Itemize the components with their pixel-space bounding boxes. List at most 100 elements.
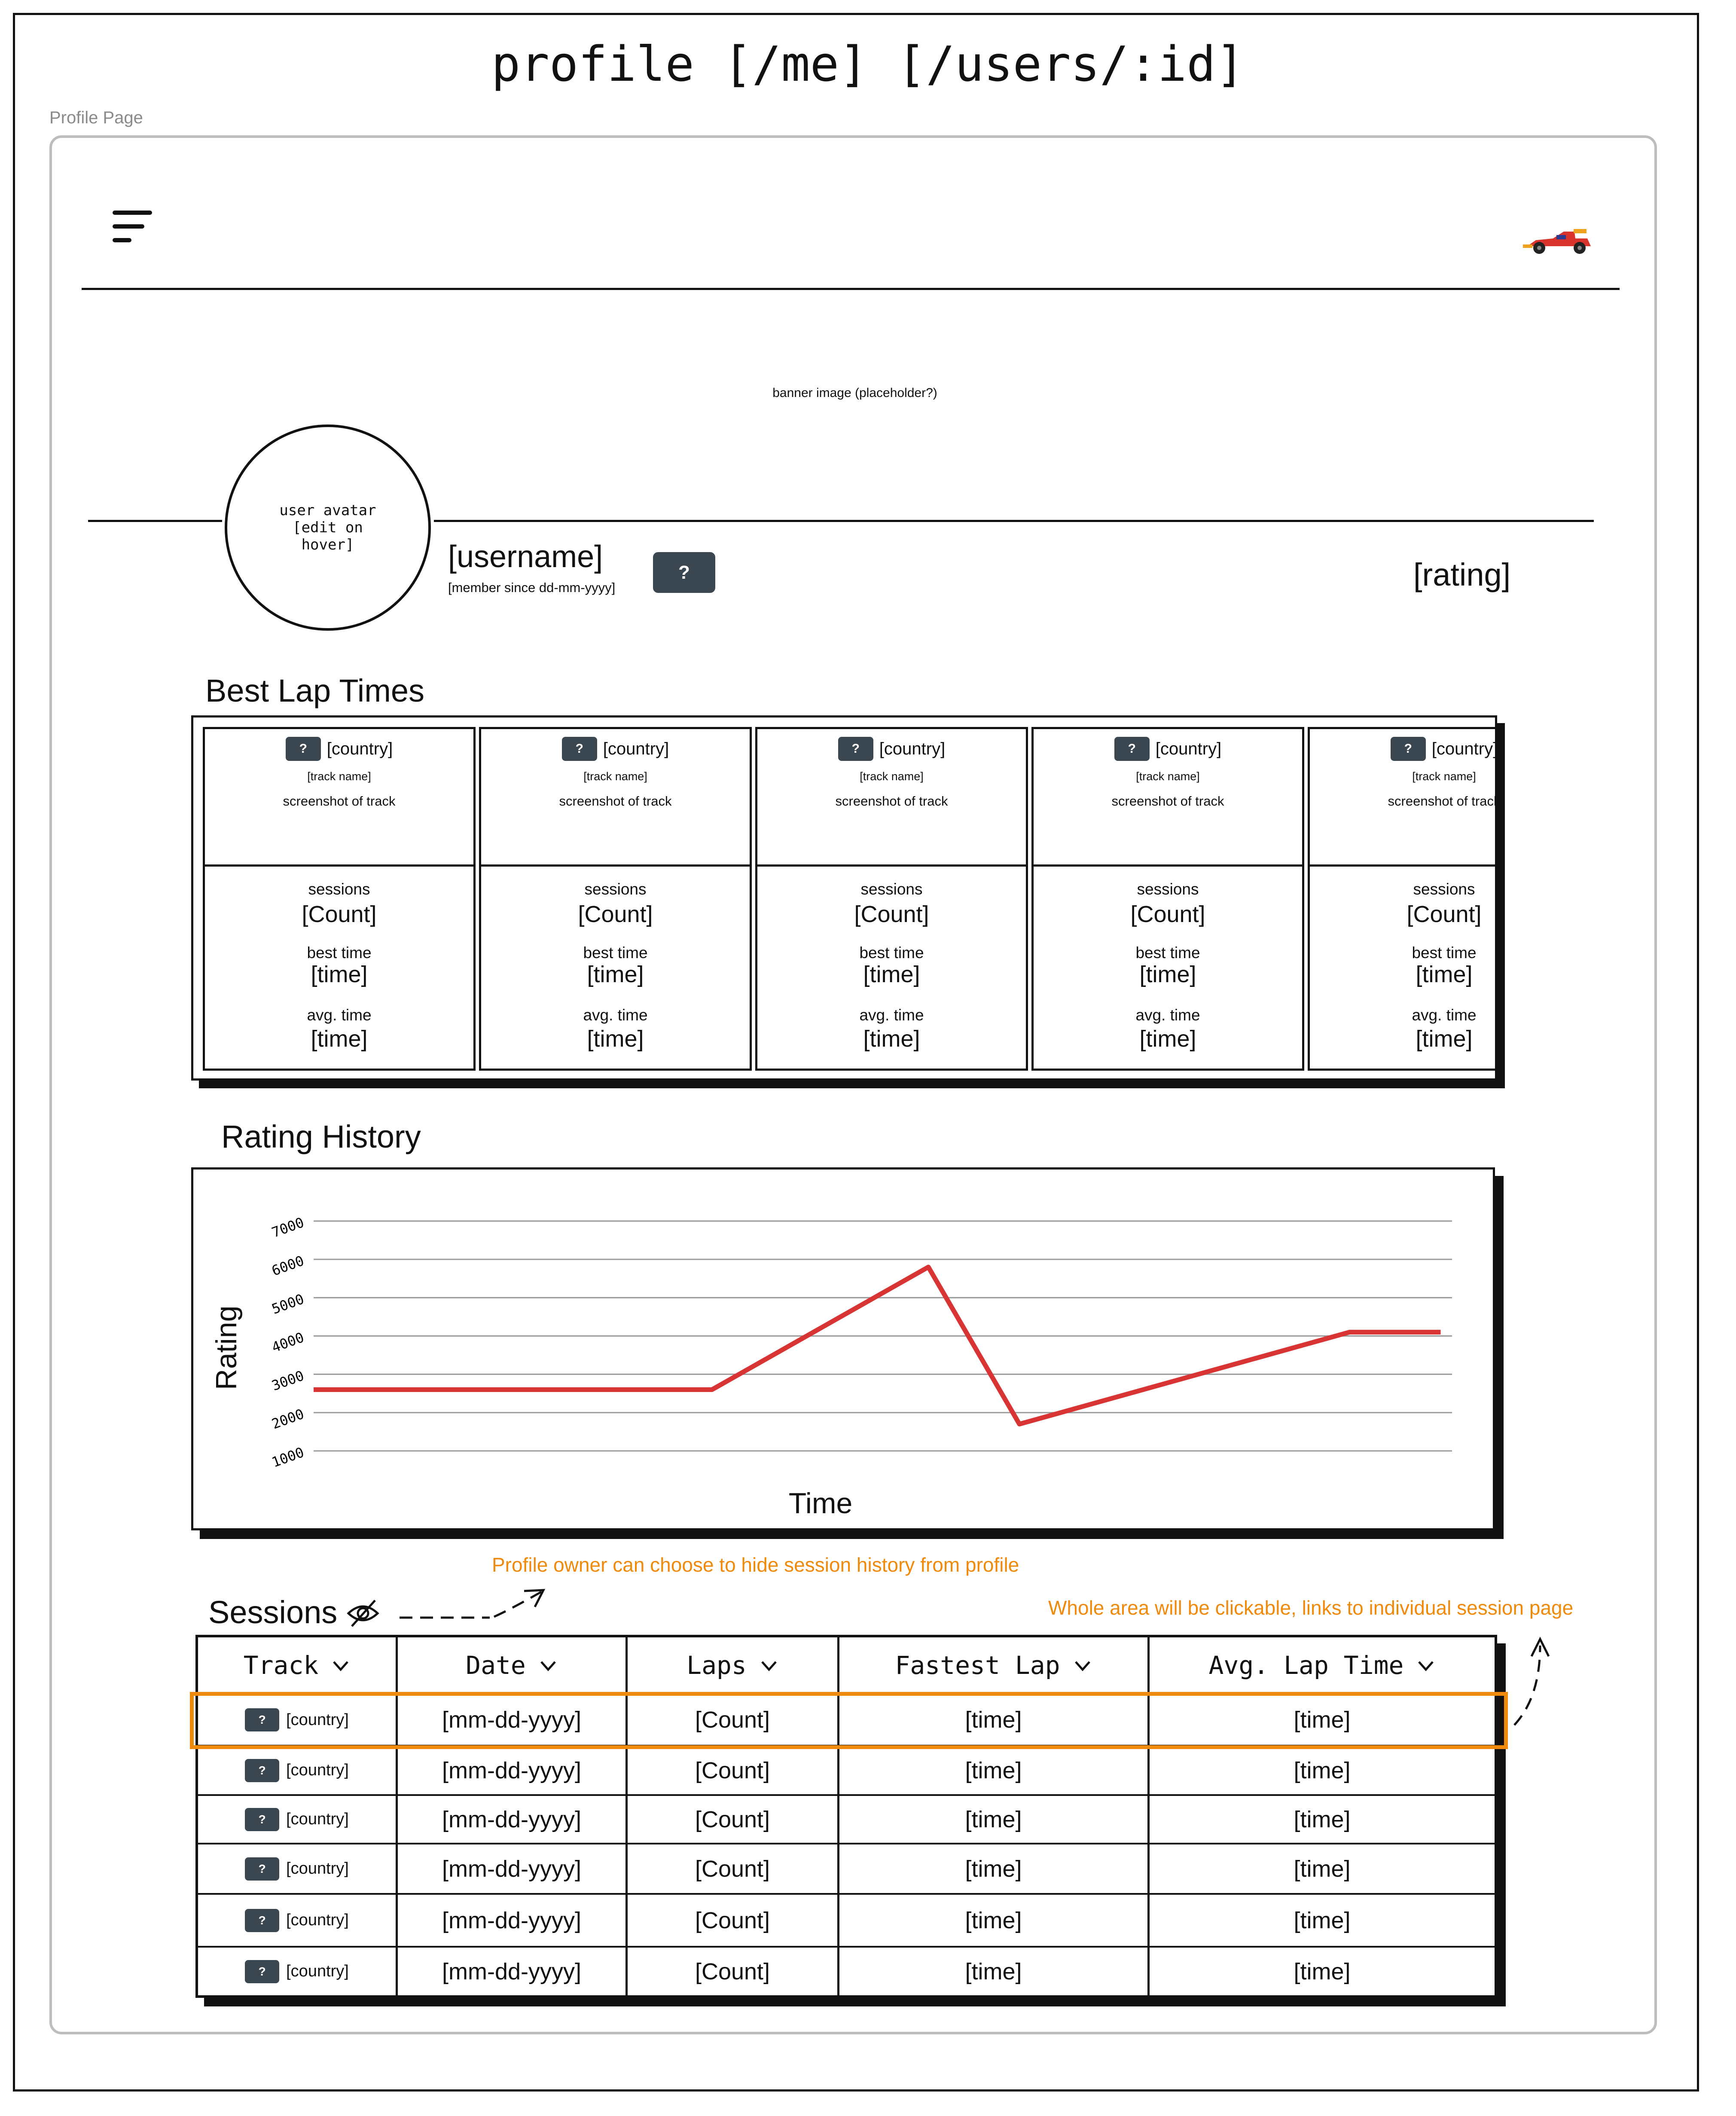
row-fastest: [time] <box>965 1958 1022 1985</box>
row-fastest: [time] <box>965 1856 1022 1882</box>
lap-card[interactable]: ? [country] [track name] screenshot of tr… <box>203 727 476 1071</box>
avatar-label: user avatar [edit on hover] <box>279 502 376 553</box>
row-avg: [time] <box>1294 1757 1351 1783</box>
column-header-laps[interactable]: Laps <box>628 1637 837 1693</box>
row-laps: [Count] <box>695 1707 770 1733</box>
column-header-fastest-lap[interactable]: Fastest Lap <box>839 1637 1147 1693</box>
table-row[interactable]: ? [country] [mm-dd-yyyy] [Count] [time] [… <box>198 1844 1495 1893</box>
track-screenshot: screenshot of track <box>559 794 672 809</box>
column-header-track[interactable]: Track <box>198 1637 396 1693</box>
banner-divider-left <box>88 520 222 522</box>
best-time-label: best time <box>1412 944 1477 962</box>
table-row[interactable]: ? [country] [mm-dd-yyyy] [Count] [time] [… <box>198 1948 1495 1995</box>
banner-placeholder: banner image (placeholder?) <box>772 386 937 400</box>
lap-card[interactable]: ? [country] [track name] screenshot of tr… <box>1308 727 1497 1071</box>
row-date: [mm-dd-yyyy] <box>442 1707 581 1733</box>
row-date: [mm-dd-yyyy] <box>442 1907 581 1933</box>
row-track: [country] <box>286 1962 349 1980</box>
clickable-row-highlight <box>190 1692 1508 1749</box>
avg-time-value: [time] <box>311 1026 368 1052</box>
card-country: [country] <box>326 739 393 758</box>
annotation-arrow <box>1513 1637 1550 1726</box>
eye-off-icon[interactable] <box>346 1596 380 1631</box>
card-track-name: [track name] <box>1136 770 1200 783</box>
y-tick-label: 3000 <box>269 1367 306 1394</box>
country-flag-icon: ? <box>653 552 715 593</box>
username: [username] <box>448 540 603 574</box>
y-axis-label: Rating <box>210 1306 243 1390</box>
sessions-label: sessions <box>308 880 370 898</box>
best-time-label: best time <box>307 944 372 962</box>
country-flag-icon: ? <box>245 1759 280 1782</box>
user-avatar[interactable]: user avatar [edit on hover] <box>225 424 431 631</box>
country-flag-icon: ? <box>561 737 597 761</box>
hamburger-menu-icon[interactable] <box>113 211 153 245</box>
sessions-label: sessions <box>584 880 647 898</box>
column-fastest-label: Fastest Lap <box>895 1651 1060 1680</box>
header-divider <box>82 288 1620 290</box>
country-flag-icon: ? <box>1114 737 1150 761</box>
track-screenshot: screenshot of track <box>283 794 396 809</box>
best-time-label: best time <box>583 944 648 962</box>
row-date: [mm-dd-yyyy] <box>442 1856 581 1882</box>
annotation-arrow <box>400 1589 546 1619</box>
rating-history-title: Rating History <box>221 1119 421 1154</box>
row-fastest: [time] <box>965 1707 1022 1733</box>
best-time-label: best time <box>859 944 924 962</box>
column-laps-label: Laps <box>686 1651 747 1680</box>
y-tick-label: 4000 <box>269 1329 306 1356</box>
row-track: [country] <box>286 1761 349 1779</box>
row-date: [mm-dd-yyyy] <box>442 1958 581 1985</box>
country-flag-icon: ? <box>245 1908 280 1932</box>
rating-history-chart: 1000 2000 3000 4000 5000 6000 7000 Rating Time <box>191 1167 1495 1530</box>
race-car-icon[interactable] <box>1523 226 1594 258</box>
sessions-value: [Count] <box>1130 901 1205 927</box>
column-track-label: Track <box>243 1651 319 1680</box>
rating-chart-svg: 1000 2000 3000 4000 5000 6000 7000 Rating Time <box>210 1214 1452 1520</box>
country-flag-icon: ? <box>245 1857 280 1881</box>
column-date-label: Date <box>466 1651 526 1680</box>
track-screenshot: screenshot of track <box>835 794 948 809</box>
column-avg-label: Avg. Lap Time <box>1208 1651 1404 1680</box>
user-rating: [rating] <box>1413 557 1511 592</box>
avg-time-value: [time] <box>863 1026 920 1052</box>
lap-card[interactable]: ? [country] [track name] screenshot of tr… <box>479 727 752 1071</box>
card-country: [country] <box>603 739 669 758</box>
lap-card[interactable]: ? [country] [track name] screenshot of tr… <box>1031 727 1304 1071</box>
member-since: [member since dd-mm-yyyy] <box>448 580 616 595</box>
y-tick-label: 5000 <box>269 1291 306 1317</box>
avg-time-label: avg. time <box>859 1006 924 1024</box>
chevron-down-icon <box>540 1661 556 1671</box>
lap-card[interactable]: ? [country] [track name] screenshot of tr… <box>755 727 1028 1071</box>
country-flag-icon: ? <box>245 1808 280 1831</box>
row-avg: [time] <box>1294 1958 1351 1985</box>
row-laps: [Count] <box>695 1806 770 1832</box>
row-track: [country] <box>286 1860 349 1878</box>
row-laps: [Count] <box>695 1958 770 1985</box>
row-laps: [Count] <box>695 1757 770 1783</box>
row-track: [country] <box>286 1911 349 1929</box>
column-header-avg-lap-time[interactable]: Avg. Lap Time <box>1150 1637 1495 1693</box>
table-row[interactable]: ? [country] [mm-dd-yyyy] [Count] [time] [… <box>198 1695 1495 1745</box>
page-title: profile [/me] [/users/:id] <box>491 37 1245 92</box>
column-header-date[interactable]: Date <box>398 1637 625 1693</box>
card-track-name: [track name] <box>307 770 371 783</box>
track-screenshot: screenshot of track <box>1388 794 1497 809</box>
sessions-value: [Count] <box>854 901 929 927</box>
table-row[interactable]: ? [country] [mm-dd-yyyy] [Count] [time] [… <box>198 1895 1495 1946</box>
avg-time-label: avg. time <box>583 1006 648 1024</box>
row-laps: [Count] <box>695 1856 770 1882</box>
table-row[interactable]: ? [country] [mm-dd-yyyy] [Count] [time] [… <box>198 1796 1495 1843</box>
chevron-down-icon <box>1418 1661 1434 1671</box>
y-tick-label: 1000 <box>269 1444 306 1471</box>
avg-time-value: [time] <box>587 1026 644 1052</box>
avg-time-label: avg. time <box>1135 1006 1200 1024</box>
sessions-table: Track Date Laps Fastest Lap Avg. Lap Tim… <box>195 1635 1497 1998</box>
best-time-value: [time] <box>1416 962 1473 987</box>
best-lap-times-panel: ? [country] [track name] screenshot of tr… <box>191 715 1497 1081</box>
table-row[interactable]: ? [country] [mm-dd-yyyy] [Count] [time] [… <box>198 1747 1495 1794</box>
best-time-value: [time] <box>1139 962 1196 987</box>
rating-line <box>314 1264 1441 1427</box>
row-fastest: [time] <box>965 1907 1022 1933</box>
banner-divider-right <box>434 520 1594 522</box>
